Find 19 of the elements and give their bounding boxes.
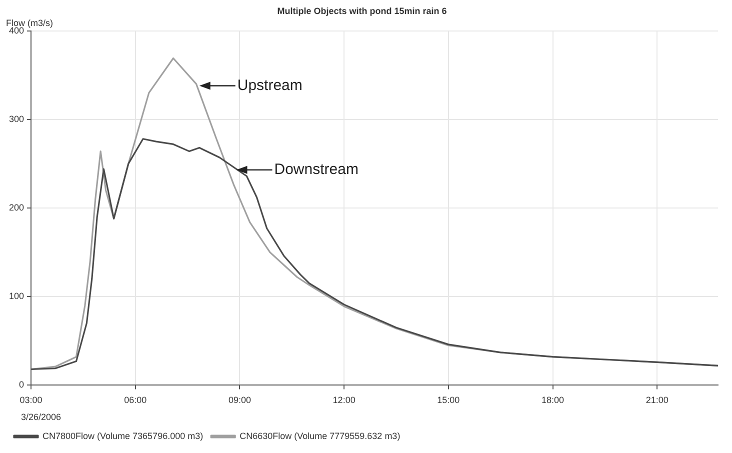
annotation: Upstream	[237, 76, 302, 94]
y-axis-title: Flow (m3/s)	[6, 18, 53, 28]
x-tick-label: 15:00	[437, 395, 460, 406]
y-tick-label: 400	[8, 25, 24, 36]
x-tick-label: 21:00	[646, 395, 668, 406]
x-tick-label: 12:00	[332, 395, 356, 406]
y-tick-label: 0	[19, 380, 24, 390]
y-tick-label: 300	[8, 114, 24, 124]
legend-label: CN7800Flow (Volume 7365796.000 m3)	[42, 430, 204, 441]
x-tick-label: 18:00	[542, 395, 564, 406]
y-tick-label: 200	[8, 202, 24, 212]
x-tick-label: 06:00	[124, 395, 147, 406]
y-tick-label: 100	[8, 291, 24, 302]
x-tick-label: 09:00	[228, 395, 251, 406]
x-tick-label: 03:00	[20, 395, 42, 406]
chart-title: Multiple Objects with pond 15min rain 6	[277, 6, 447, 16]
text: 3/26/2006	[21, 412, 62, 422]
legend-label: CN6630Flow (Volume 7779559.632 m3)	[240, 430, 400, 441]
annotation: Downstream	[274, 161, 358, 178]
